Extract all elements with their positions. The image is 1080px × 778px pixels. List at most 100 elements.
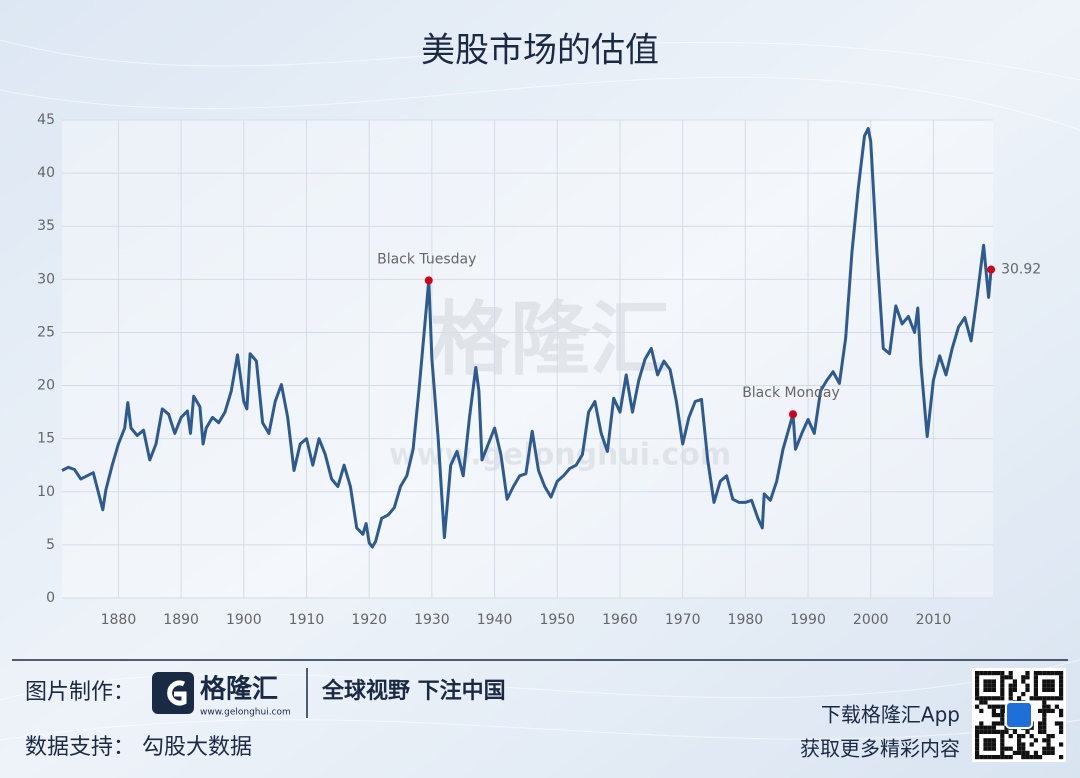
qr-cell bbox=[1042, 679, 1047, 684]
qr-cell bbox=[1017, 738, 1022, 743]
qr-cell bbox=[975, 725, 980, 730]
y-tick-label: 10 bbox=[37, 484, 55, 500]
qr-cell bbox=[1042, 738, 1047, 743]
qr-cell bbox=[1012, 679, 1017, 684]
logo-url: www.gelonghui.com bbox=[200, 708, 291, 718]
qr-cell bbox=[1046, 708, 1051, 713]
qr-cell bbox=[1059, 683, 1064, 688]
qr-cell bbox=[1042, 696, 1047, 701]
made-by: 图片制作： bbox=[25, 680, 135, 705]
qr-cell bbox=[991, 671, 996, 676]
qr-cell bbox=[1046, 750, 1051, 755]
qr-cell bbox=[1054, 721, 1059, 726]
qr-cell bbox=[1008, 692, 1013, 697]
qr-cell bbox=[996, 704, 1001, 709]
qr-cell bbox=[1012, 683, 1017, 688]
qr-cell bbox=[1029, 755, 1034, 760]
x-tick-label: 1990 bbox=[790, 612, 826, 628]
qr-cell bbox=[975, 683, 980, 688]
qr-cell bbox=[1000, 671, 1005, 676]
qr-cell bbox=[1021, 750, 1026, 755]
x-tick-label: 1880 bbox=[101, 612, 137, 628]
qr-cell bbox=[983, 729, 988, 734]
qr-cell bbox=[991, 721, 996, 726]
data-source: 数据支持： 勾股大数据 bbox=[25, 735, 252, 760]
qr-cell bbox=[987, 687, 992, 692]
qr-cell bbox=[987, 742, 992, 747]
qr-cell bbox=[1033, 683, 1038, 688]
qr-cell bbox=[1000, 717, 1005, 722]
qr-cell bbox=[975, 692, 980, 697]
qr-cell bbox=[1000, 721, 1005, 726]
qr-cell bbox=[1000, 687, 1005, 692]
qr-cell bbox=[1038, 721, 1043, 726]
watermark: 格隆汇 bbox=[430, 293, 670, 386]
qr-cell bbox=[987, 738, 992, 743]
qr-cell bbox=[1033, 687, 1038, 692]
qr-cell bbox=[987, 679, 992, 684]
qr-cell bbox=[1021, 742, 1026, 747]
qr-cell bbox=[991, 687, 996, 692]
qr-cell bbox=[1000, 679, 1005, 684]
qr-cell bbox=[1042, 700, 1047, 705]
qr-cell bbox=[1050, 687, 1055, 692]
qr-cell bbox=[996, 755, 1001, 760]
qr-cell bbox=[1025, 750, 1030, 755]
annotation: Black Monday bbox=[742, 385, 840, 401]
qr-cell bbox=[1000, 696, 1005, 701]
qr-cell bbox=[1038, 725, 1043, 730]
qr-cell bbox=[1008, 671, 1013, 676]
qr-cell bbox=[1059, 679, 1064, 684]
qr-cell bbox=[1000, 675, 1005, 680]
qr-cell bbox=[1000, 734, 1005, 739]
qr-cell bbox=[996, 729, 1001, 734]
qr-cell bbox=[1025, 671, 1030, 676]
annotation: Black Tuesday bbox=[377, 251, 476, 267]
line bbox=[61, 127, 993, 549]
qr-cell bbox=[1017, 750, 1022, 755]
x-tick-label: 1950 bbox=[539, 612, 575, 628]
qr-cell bbox=[975, 675, 980, 680]
qr-cell bbox=[1008, 683, 1013, 688]
qr-cell bbox=[975, 742, 980, 747]
qr-cell bbox=[991, 755, 996, 760]
qr-cell bbox=[1021, 755, 1026, 760]
qr-cell bbox=[1042, 687, 1047, 692]
qr-cell bbox=[991, 704, 996, 709]
qr-cell bbox=[1000, 683, 1005, 688]
qr-cell bbox=[979, 725, 984, 730]
x-tick-label: 1930 bbox=[414, 612, 450, 628]
qr-cell bbox=[1059, 687, 1064, 692]
qr-cell bbox=[983, 738, 988, 743]
qr-cell bbox=[1042, 725, 1047, 730]
qr-cell bbox=[1029, 725, 1034, 730]
qr-cell bbox=[1017, 696, 1022, 701]
highlight-point bbox=[789, 410, 798, 419]
qr-cell bbox=[1025, 687, 1030, 692]
qr-cell bbox=[1017, 734, 1022, 739]
qr-cell bbox=[1059, 692, 1064, 697]
x-tick-label: 1980 bbox=[728, 612, 764, 628]
qr-cell bbox=[991, 742, 996, 747]
qr-cell bbox=[1029, 696, 1034, 701]
qr-cell bbox=[983, 742, 988, 747]
qr-cell bbox=[1000, 742, 1005, 747]
qr-cell bbox=[1042, 729, 1047, 734]
end-label: 30.92 bbox=[1001, 262, 1041, 278]
qr-cell bbox=[1000, 755, 1005, 760]
y-tick-label: 45 bbox=[37, 112, 55, 128]
qr-cell bbox=[1042, 713, 1047, 718]
qr-cell bbox=[1038, 671, 1043, 676]
qr-cell bbox=[1000, 729, 1005, 734]
qr-cell bbox=[983, 700, 988, 705]
qr-cell bbox=[983, 683, 988, 688]
qr-cell bbox=[1046, 696, 1051, 701]
qr-cell bbox=[1046, 734, 1051, 739]
qr-cell bbox=[1008, 687, 1013, 692]
qr-cell bbox=[991, 683, 996, 688]
qr-cell bbox=[1059, 708, 1064, 713]
qr-cell bbox=[1033, 755, 1038, 760]
qr-cell bbox=[1050, 734, 1055, 739]
qr-cell bbox=[975, 696, 980, 701]
